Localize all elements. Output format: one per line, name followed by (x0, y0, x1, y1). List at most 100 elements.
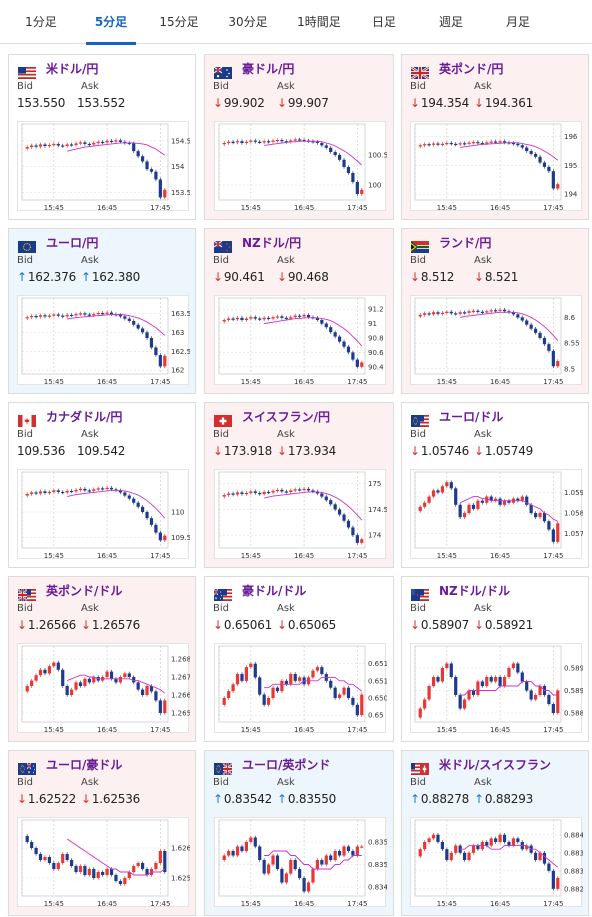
y-tick-label: 0.65 (368, 712, 384, 720)
tab-6[interactable]: 日足 (371, 15, 396, 29)
currency-pair-name[interactable]: ユーロ/豪ドル (46, 758, 123, 772)
arrow-up-icon: ↑ (474, 792, 484, 806)
currency-pair-name[interactable]: 豪ドル/ドル (242, 584, 307, 598)
candle-body (315, 317, 320, 320)
candle-body (132, 677, 136, 683)
candle-body (489, 677, 493, 682)
currency-pair-name[interactable]: ユーロ/円 (46, 236, 99, 250)
currency-pair-name[interactable]: 米ドル/スイスフラン (439, 758, 552, 772)
currency-card[interactable]: ランド/円 Bid Ask ↓8.512 ↓8.521 8.6 8.55 8.5 15:45 16… (401, 228, 589, 394)
candle (298, 487, 302, 492)
candle (538, 155, 542, 165)
candle-body (78, 682, 83, 686)
ask-label: Ask (277, 777, 295, 788)
currency-card[interactable]: 英ポンド/円 Bid Ask ↓194.354 ↓194.361 196 195 194 15:… (401, 54, 589, 220)
candle (440, 311, 445, 316)
currency-pair-name[interactable]: ユーロ/英ポンド (242, 758, 331, 772)
chart-panel[interactable]: 91.2 91 90.8 90.6 90.4 15:45 16:45 17:45 (214, 295, 386, 386)
candle-body (253, 663, 257, 678)
candle-body (235, 674, 240, 685)
currency-card[interactable]: 米ドル/スイスフラン Bid Ask ↑0.88278 ↑0.88293 0.884 0.8… (401, 750, 589, 916)
candle-body (516, 314, 520, 318)
y-tick-label: 154.5 (171, 137, 190, 145)
candle (127, 493, 131, 501)
chart-panel[interactable]: 154.5 154 153.5 15:45 16:45 17:45 (17, 121, 190, 212)
currency-card[interactable]: NZドル/円 Bid Ask ↓90.461 ↓90.468 91.2 91 90.8 90.6… (204, 228, 394, 394)
candle-body (47, 315, 52, 317)
chart-panel[interactable]: 0.5895 0.589 0.5885 15:45 16:45 17:45 (410, 643, 583, 734)
candle (298, 675, 302, 683)
currency-card[interactable]: スイスフラン/円 Bid Ask ↓173.918 ↓173.934 175 174.5 17… (204, 402, 394, 568)
candle-body (476, 142, 480, 144)
candle-body (105, 487, 109, 490)
candle-body (538, 332, 542, 338)
chart-panel[interactable]: 163.5 163 162.5 162 15:45 16:45 17:45 (17, 295, 190, 386)
currency-card[interactable]: 英ポンド/ドル Bid Ask ↓1.26566 ↓1.26576 1.268 1.267 1… (8, 576, 196, 742)
tab-4[interactable]: 30分足 (228, 15, 268, 29)
currency-card[interactable]: ユーロ/円 Bid Ask ↑162.376 ↑162.380 163.5 163 162.5… (8, 228, 196, 394)
candle-body (293, 489, 297, 491)
currency-pair-name[interactable]: 英ポンド/円 (439, 62, 504, 76)
currency-card[interactable]: ユーロ/英ポンドBidAsk↑0.83542↑0.835500.83550.83… (204, 750, 394, 916)
currency-card[interactable]: NZドル/ドルBidAsk↓0.58907↓0.589210.58950.589… (401, 576, 589, 742)
candle (56, 142, 60, 148)
currency-pair-name[interactable]: 米ドル/円 (46, 62, 99, 76)
currency-pair-name[interactable]: 英ポンド/ドル (46, 584, 123, 598)
y-tick-label: 8.6 (564, 314, 576, 322)
candle (262, 316, 266, 322)
chart-panel[interactable]: 100.5 100 15:45 16:45 17:45 (214, 121, 387, 212)
chart-panel[interactable]: 1.268 1.267 1.266 1.265 15:45 16:45 17:45 (17, 643, 190, 734)
candle (485, 675, 489, 688)
candle-body (547, 166, 551, 172)
candle-body (158, 179, 162, 198)
candle-body (542, 338, 547, 345)
currency-pair-name[interactable]: NZドル/円 (242, 236, 302, 250)
chart-grid (21, 297, 169, 375)
currency-pair-name[interactable]: ユーロ/ドル (439, 410, 504, 424)
candle-body (145, 869, 149, 875)
currency-pair-name[interactable]: スイスフラン/円 (242, 410, 331, 424)
chart-panel[interactable]: 196 195 194 15:45 16:45 17:45 (410, 121, 582, 212)
candle (284, 489, 288, 494)
currency-pair-name[interactable]: 豪ドル/円 (242, 62, 295, 76)
tab-2[interactable]: 5分足 (78, 0, 144, 45)
tab-5[interactable]: 1時間足 (297, 15, 341, 29)
currency-pair-name[interactable]: NZドル/ドル (439, 584, 511, 598)
candle (231, 491, 235, 497)
x-tick-label: 17:45 (543, 900, 563, 908)
currency-card[interactable]: 米ドル/円 Bid Ask 153.550 153.552 154.5 154 153.5 15… (8, 54, 196, 220)
currency-card[interactable]: カナダドル/円 Bid Ask 109.536 109.542 110 109.5 15:45… (8, 402, 196, 568)
price-chart: 91.2 91 90.8 90.6 90.4 15:45 16:45 17:45 (218, 297, 384, 386)
y-tick-label: 196 (564, 133, 578, 141)
chart-panel[interactable]: 8.6 8.55 8.5 15:45 16:45 17:45 (410, 295, 582, 386)
chart-panel[interactable]: 0.884 0.8835 0.883 0.8825 15:45 16:45 17:45 (410, 817, 583, 908)
chart-panel[interactable]: 0.8355 0.835 0.8345 15:45 16:45 17:45 (214, 817, 387, 908)
chart-panel[interactable]: 110 109.5 15:45 16:45 17:45 (17, 469, 190, 560)
currency-card[interactable]: ユーロ/ドル Bid Ask ↓1.05746 ↓1.05749 1.059 1.058 1.… (401, 402, 589, 568)
candle-body (360, 189, 364, 194)
candle (280, 138, 284, 143)
chart-panel[interactable]: 1.059 1.058 1.057 15:45 16:45 17:45 (410, 469, 583, 560)
candle (275, 853, 280, 871)
candle (123, 314, 127, 321)
arrow-up-icon: ↑ (277, 792, 287, 806)
candle (266, 316, 271, 321)
currency-pair-name[interactable]: ランド/円 (439, 236, 492, 250)
tab-8[interactable]: 月足 (505, 15, 530, 29)
ask-value: 1.05749 (484, 444, 534, 458)
tab-1[interactable]: 1分足 (25, 15, 57, 29)
chart-panel[interactable]: 1.626 1.625 15:45 16:45 17:45 (17, 817, 190, 908)
tab-7[interactable]: 週足 (438, 15, 463, 29)
chart-panel[interactable]: 175 174.5 174 15:45 16:45 17:45 (214, 469, 387, 560)
currency-card[interactable]: 豪ドル/ドルBidAsk↓0.65061↓0.650650.65150.6510… (204, 576, 394, 742)
bid-value: 0.65061 (223, 618, 273, 632)
candle-body (258, 492, 262, 495)
ask-price: ↓90.468 (277, 269, 329, 285)
candle-body (337, 336, 342, 342)
candle (65, 313, 69, 319)
tab-3[interactable]: 15分足 (159, 15, 199, 29)
currency-card[interactable]: 豪ドル/円 Bid Ask ↓99.902 ↓99.907 100.5 100 15:45 16… (204, 54, 394, 220)
currency-pair-name[interactable]: カナダドル/円 (46, 410, 123, 424)
currency-card[interactable]: ユーロ/豪ドル Bid Ask ↓1.62522 ↓1.62536 1.626 1.625 1… (8, 750, 196, 916)
